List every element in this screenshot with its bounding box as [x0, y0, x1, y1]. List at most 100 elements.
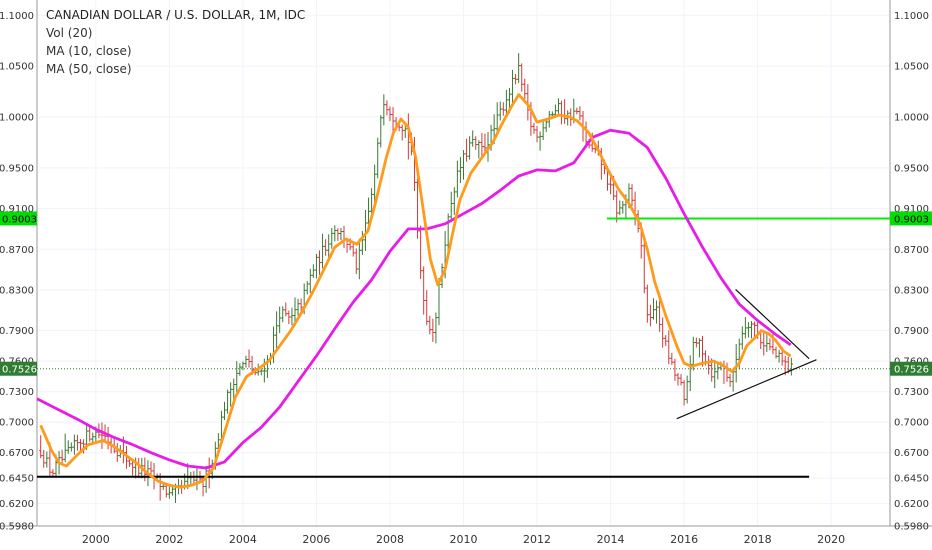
- y-tick-left-9: 0.7300: [0, 387, 34, 398]
- ohlc-bar-2: [45, 451, 49, 468]
- ohlc-bar-237: [765, 334, 769, 352]
- price-labels: 0.9003 0.9003 0.7526 0.7526: [0, 211, 932, 376]
- price-label-right-0: 0.9003: [890, 211, 932, 226]
- ohlc-bar-98: [339, 227, 343, 241]
- ohlc-bar-216: [700, 335, 705, 367]
- trendline-0: [676, 359, 817, 420]
- ohlc-bar-152: [504, 89, 508, 116]
- ohlc-bar-215: [697, 338, 702, 358]
- x-tick-9: 2018: [744, 533, 772, 546]
- ohlc-bar-135: [452, 187, 456, 215]
- x-tick-6: 2012: [523, 533, 551, 546]
- ohlc-bar-208: [676, 373, 680, 386]
- ohlc-bar-133: [446, 213, 450, 255]
- y-tick-left-7: 0.7900: [0, 326, 34, 337]
- y-tick-left-3: 0.9500: [0, 163, 34, 174]
- ohlc-bar-112: [382, 94, 386, 126]
- ohlc-bar-145: [483, 133, 487, 154]
- ohlc-bar-236: [762, 330, 766, 356]
- ohlc-bar-140: [468, 136, 472, 160]
- ohlc-bar-4: [51, 468, 55, 477]
- y-tick-right-0: 1.1000: [894, 11, 929, 22]
- y-tick-right-3: 0.9500: [894, 163, 929, 174]
- ohlc-bar-159: [526, 84, 530, 121]
- ohlc-bar-54: [204, 465, 208, 493]
- ohlc-bar-205: [667, 330, 671, 365]
- ohlc-bar-136: [455, 160, 459, 198]
- ohlc-bar-193: [630, 184, 634, 207]
- ohlc-bar-151: [501, 102, 505, 116]
- ohlc-bar-14: [81, 439, 86, 454]
- ohlc-bar-87: [305, 281, 309, 295]
- ohlc-bar-82: [290, 307, 294, 326]
- ohlc-bar-111: [379, 115, 383, 148]
- ohlc-bar-169: [556, 98, 561, 117]
- price-label-left-0: 0.9003: [0, 211, 37, 226]
- indicator-ma10: MA (10, close): [46, 44, 132, 58]
- ohlc-bar-118: [400, 124, 404, 141]
- ohlc-bar-137: [458, 156, 463, 184]
- ohlc-bar-68: [247, 349, 251, 368]
- svg-text:0.9003: 0.9003: [2, 214, 37, 225]
- ohlc-bar-149: [495, 102, 499, 133]
- ohlc-bar-220: [713, 359, 717, 389]
- y-tick-right-1: 1.0500: [894, 62, 929, 73]
- ohlc-bar-80: [284, 302, 288, 317]
- ohlc-bar-78: [278, 306, 282, 334]
- moving-averages: [36, 93, 792, 489]
- x-tick-1: 2002: [155, 533, 183, 546]
- y-tick-right-6: 0.8300: [894, 285, 929, 296]
- y-tick-right-10: 0.7000: [894, 418, 929, 429]
- y-tick-left-12: 0.6450: [0, 474, 34, 485]
- ohlc-bar-157: [520, 63, 524, 92]
- ohlc-bar-202: [657, 300, 662, 332]
- ohlc-bar-210: [682, 380, 686, 406]
- ohlc-bar-93: [324, 239, 328, 256]
- y-tick-right-7: 0.7900: [894, 326, 929, 337]
- ohlc-bar-164: [541, 120, 545, 140]
- ohlc-bar-104: [357, 238, 361, 280]
- ohlc-bar-125: [422, 266, 426, 315]
- indicator-ma50: MA (50, close): [46, 62, 132, 76]
- ohlc-bar-241: [777, 349, 781, 363]
- ohlc-bar-129: [434, 312, 438, 344]
- ohlc-bar-42: [167, 486, 171, 499]
- y-tick-right-2: 1.0000: [894, 113, 929, 124]
- ohlc-bar-115: [391, 106, 395, 134]
- x-tick-10: 2020: [817, 533, 845, 546]
- x-tick-8: 2016: [670, 533, 698, 546]
- y-tick-right-12: 0.6450: [894, 474, 929, 485]
- ohlc-bar-188: [615, 190, 619, 223]
- x-tick-2: 2004: [229, 533, 257, 546]
- trendlines: [676, 289, 817, 420]
- ohlc-bar-204: [664, 335, 668, 346]
- chart-title: CANADIAN DOLLAR / U.S. DOLLAR, 1M, IDC: [46, 8, 306, 22]
- trendline-1: [735, 289, 810, 360]
- ohlc-bar-154: [510, 69, 515, 107]
- ohlc-bar-11: [72, 434, 76, 455]
- ohlc-bar-103: [354, 248, 358, 274]
- ohlc-bar-142: [474, 136, 478, 150]
- y-tick-left-11: 0.6700: [0, 448, 34, 459]
- price-label-left-1: 0.7526: [0, 361, 37, 376]
- ohlc-bar-81: [287, 310, 291, 325]
- ohlc-bar-206: [670, 352, 674, 365]
- x-axis: 2000 2002 2004 2006 2008 2010 2012 2014 2016 2018…: [82, 533, 845, 546]
- ohlc-bar-102: [351, 243, 355, 257]
- ohlc-bar-30: [130, 461, 135, 476]
- indicator-volume: Vol (20): [46, 26, 93, 40]
- ohlc-bar-134: [449, 191, 453, 223]
- ma10-line: [39, 93, 792, 489]
- ohlc-bar-176: [578, 106, 582, 121]
- ohlc-bar-62: [229, 382, 233, 407]
- ohlc-bar-155: [513, 73, 518, 85]
- ohlc-bar-240: [774, 346, 778, 359]
- y-tick-left-0: 1.1000: [0, 11, 34, 22]
- ohlc-bar-203: [661, 317, 665, 348]
- ohlc-bar-67: [244, 355, 248, 368]
- y-tick-left-1: 1.0500: [0, 62, 34, 73]
- y-tick-left-2: 1.0000: [0, 113, 34, 124]
- ohlc-bar-110: [376, 137, 380, 179]
- ohlc-bar-106: [363, 210, 368, 252]
